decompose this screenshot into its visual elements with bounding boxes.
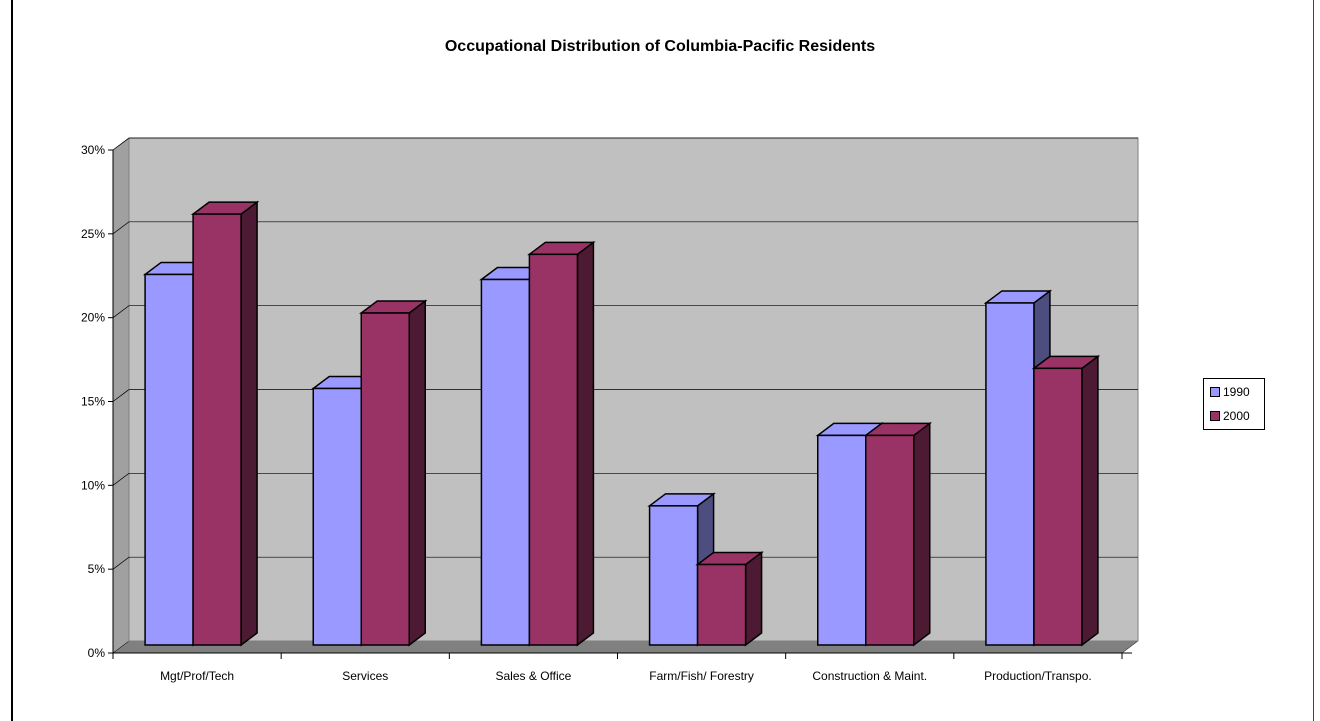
y-tick-label: 5% (88, 562, 106, 576)
gridline-side (112, 137, 130, 151)
bar-1990-0 (144, 273, 194, 646)
gridline-side (112, 305, 130, 318)
x-tick-label-4: Construction & Maint. (812, 669, 927, 683)
bar-2000-5 (1033, 367, 1083, 646)
bar-side-2000-1 (408, 299, 426, 647)
bar-1990-3 (648, 505, 699, 646)
bar-2000-1 (360, 312, 410, 646)
bar-side-2000-2 (576, 240, 595, 647)
legend-item-1990: 1990 (1210, 385, 1250, 399)
legend-label-1990: 1990 (1223, 385, 1250, 399)
gridline-side (112, 473, 130, 486)
gridline-side (112, 556, 130, 570)
x-tick-label-1: Services (342, 669, 388, 683)
legend-swatch-1990 (1210, 387, 1220, 397)
legend-swatch-2000 (1210, 411, 1220, 421)
x-tick-label-3: Farm/Fish/ Forestry (649, 669, 754, 683)
bar-1990-4 (817, 434, 867, 646)
x-tick-label-5: Production/Transpo. (984, 669, 1092, 683)
y-tick-label: 10% (81, 478, 105, 492)
left-border (11, 0, 13, 721)
bar-1990-5 (985, 302, 1035, 646)
bar-1990-1 (312, 387, 362, 646)
legend-label-2000: 2000 (1223, 409, 1250, 423)
legend-item-2000: 2000 (1210, 409, 1250, 423)
bar-side-2000-0 (240, 200, 258, 647)
bar-side-2000-4 (913, 421, 931, 647)
bar-side-2000-3 (744, 551, 763, 647)
gridline-side (112, 389, 130, 402)
y-tick-label: 30% (81, 143, 105, 157)
right-border (1313, 0, 1314, 721)
plot-floor (112, 640, 1139, 654)
x-tick-label-2: Sales & Office (496, 669, 572, 683)
bar-2000-4 (865, 434, 915, 646)
bar-2000-2 (528, 253, 579, 646)
y-tick-label: 0% (88, 646, 106, 660)
bar-2000-3 (696, 563, 747, 646)
bar-1990-2 (480, 278, 531, 646)
x-tick-label-0: Mgt/Prof/Tech (160, 669, 234, 683)
y-tick-label: 25% (81, 227, 105, 241)
chart-title: Occupational Distribution of Columbia-Pa… (444, 38, 876, 55)
y-tick-label: 15% (81, 395, 105, 409)
gridline-side (112, 221, 130, 235)
bar-2000-0 (192, 213, 242, 646)
bar-side-2000-5 (1081, 354, 1099, 647)
y-tick-label: 20% (81, 311, 105, 325)
legend: 1990 2000 (1203, 378, 1265, 430)
